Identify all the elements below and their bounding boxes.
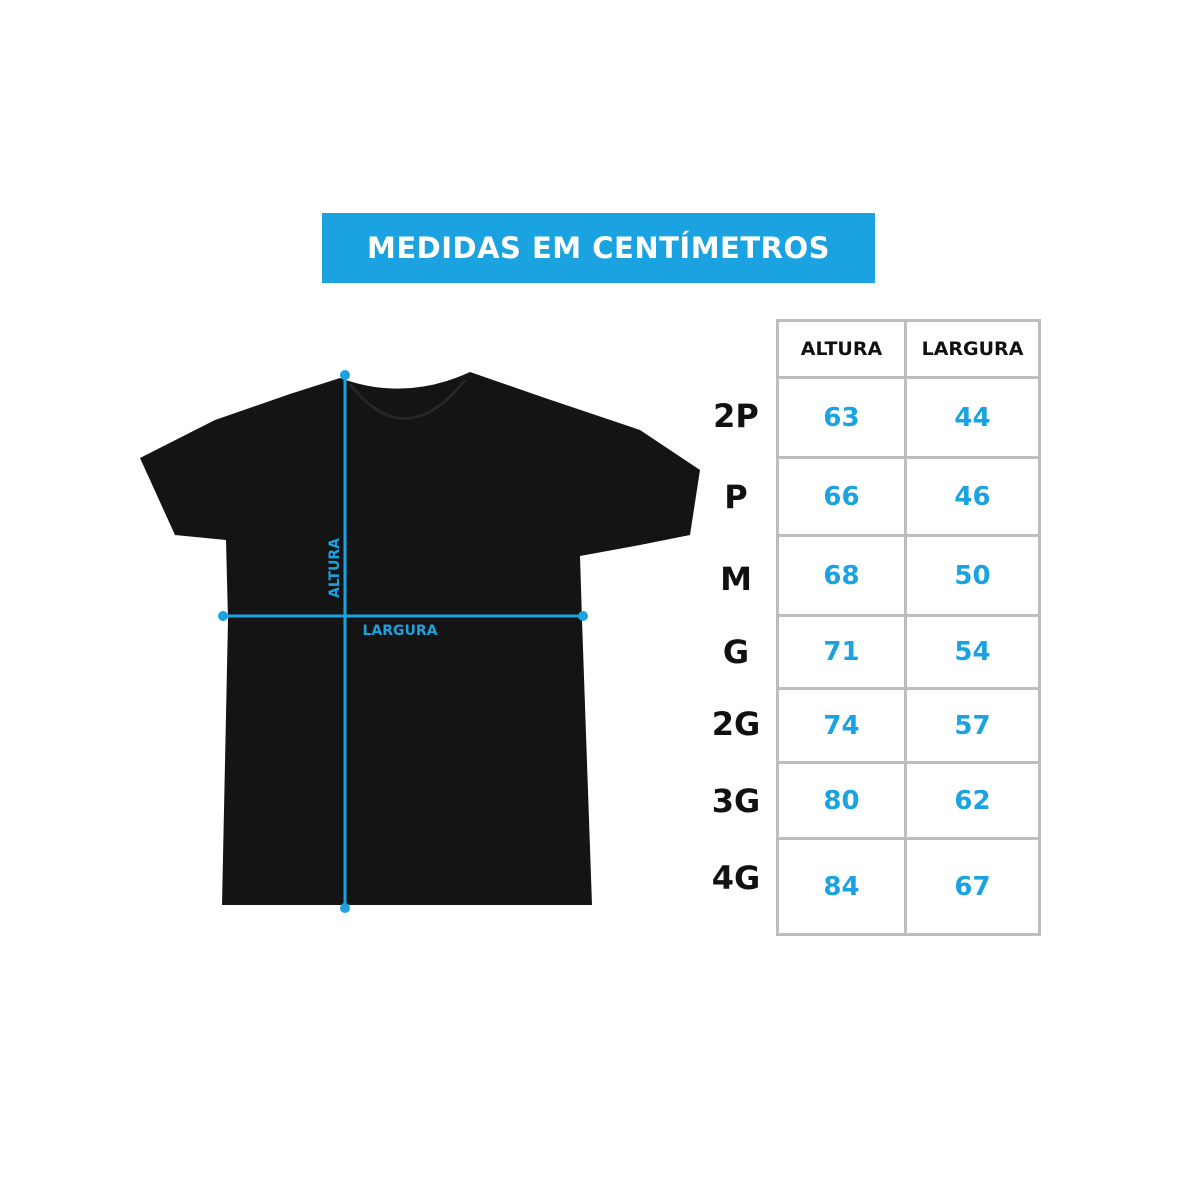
- size-label: P: [724, 478, 748, 516]
- altura-cell: 74: [776, 687, 907, 764]
- altura-cell: 63: [776, 376, 907, 459]
- table-row: 84 67: [776, 837, 1041, 936]
- width-label: LARGURA: [362, 623, 437, 639]
- size-label: 2G: [711, 705, 761, 743]
- largura-cell: 50: [904, 534, 1041, 617]
- altura-cell: 66: [776, 456, 907, 537]
- largura-cell: 67: [904, 837, 1041, 936]
- table-header-row: ALTURA LARGURA: [776, 319, 1041, 379]
- height-label: ALTURA: [327, 538, 343, 598]
- altura-cell: 84: [776, 837, 907, 936]
- table-row: 80 62: [776, 761, 1041, 840]
- width-end-dot: [578, 611, 588, 621]
- collar: [348, 379, 467, 420]
- table-row: 68 50: [776, 534, 1041, 617]
- altura-cell: 68: [776, 534, 907, 617]
- largura-cell: 44: [904, 376, 1041, 459]
- largura-cell: 57: [904, 687, 1041, 764]
- size-table: ALTURA LARGURA 63 44 66 46 68 50 71 54 74 57 …: [776, 319, 1041, 936]
- height-end-dot: [340, 903, 350, 913]
- width-start-dot: [218, 611, 228, 621]
- altura-cell: 71: [776, 614, 907, 690]
- largura-cell: 62: [904, 761, 1041, 840]
- altura-cell: 80: [776, 761, 907, 840]
- size-label: 4G: [711, 859, 761, 897]
- size-label: 3G: [711, 782, 761, 820]
- title-banner: MEDIDAS EM CENTÍMETROS: [322, 213, 875, 283]
- header-altura: ALTURA: [776, 319, 907, 379]
- table-row: 63 44: [776, 376, 1041, 459]
- tshirt-shape: [140, 372, 700, 905]
- height-start-dot: [340, 370, 350, 380]
- header-largura: LARGURA: [904, 319, 1041, 379]
- size-label: 2P: [713, 397, 759, 435]
- table-row: 71 54: [776, 614, 1041, 690]
- size-label: G: [722, 633, 750, 671]
- size-label: M: [720, 560, 752, 598]
- largura-cell: 54: [904, 614, 1041, 690]
- table-row: 66 46: [776, 456, 1041, 537]
- largura-cell: 46: [904, 456, 1041, 537]
- table-row: 74 57: [776, 687, 1041, 764]
